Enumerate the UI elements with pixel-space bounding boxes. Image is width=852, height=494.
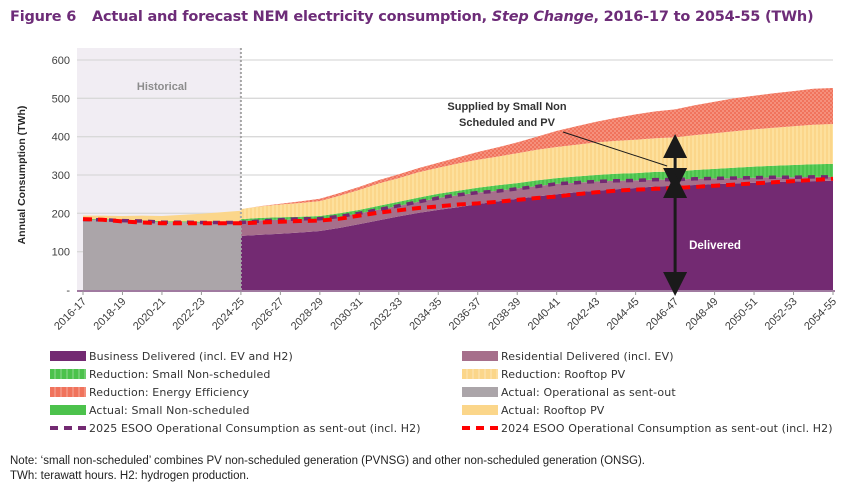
chart-note: Note: ‘small non-scheduled’ combines PV … xyxy=(10,454,645,484)
y-tick-label: 500 xyxy=(52,93,70,105)
area-actual-operational-as-sent-out xyxy=(83,219,241,290)
legend-label: 2024 ESOO Operational Consumption as sen… xyxy=(501,421,833,435)
x-tick-label: 2050-51 xyxy=(723,296,760,333)
legend-swatch xyxy=(50,405,86,415)
legend-item: Business Delivered (incl. EV and H2) xyxy=(50,348,293,364)
legend-item: Residential Delivered (incl. EV) xyxy=(462,348,674,364)
supplied-label-line-2: Scheduled and PV xyxy=(459,117,556,129)
legend-label: Actual: Small Non-scheduled xyxy=(89,403,250,417)
x-tick-label: 2020-21 xyxy=(131,296,168,333)
x-tick-label: 2026-27 xyxy=(249,296,286,333)
y-tick-label: 100 xyxy=(52,247,70,259)
legend-item: 2025 ESOO Operational Consumption as sen… xyxy=(50,420,421,436)
x-tick-label: 2016-17 xyxy=(52,296,89,333)
legend-swatch xyxy=(462,351,498,361)
delivered-label: Delivered xyxy=(689,240,741,252)
line-2024-esoo xyxy=(82,176,834,226)
legend-swatch xyxy=(462,387,498,397)
title-scenario: Step Change xyxy=(491,9,594,25)
legend-label: Residential Delivered (incl. EV) xyxy=(501,349,674,363)
x-tick-label: 2042-43 xyxy=(565,296,602,333)
area-reduction-energy-efficiency xyxy=(240,88,833,210)
y-tick-label: 400 xyxy=(52,132,70,144)
x-tick-label: 2046-47 xyxy=(644,296,681,333)
x-tick-label: 2018-19 xyxy=(92,296,129,333)
historical-label: Historical xyxy=(137,81,187,93)
title-text-2: , 2016-17 to 2054-55 (TWh) xyxy=(593,9,814,25)
consumption-chart: - 100 200 300 400 500 600 2016-17 2018-19 2020-21… xyxy=(16,48,839,333)
legend-swatch xyxy=(462,405,498,415)
legend-swatch xyxy=(50,351,86,361)
x-tick-label: 2022-23 xyxy=(171,296,208,333)
x-tick-label: 2034-35 xyxy=(407,296,444,333)
y-tick-label: 200 xyxy=(52,208,70,220)
supplied-label-line-1: Supplied by Small Non xyxy=(447,101,566,113)
legend-swatch xyxy=(50,369,86,379)
x-tick-label: 2052-53 xyxy=(763,296,800,333)
legend-label: Reduction: Energy Efficiency xyxy=(89,385,250,399)
x-tick-label: 2032-33 xyxy=(368,296,405,333)
x-tick-label: 2024-25 xyxy=(210,296,247,333)
x-tick-label: 2040-41 xyxy=(526,296,563,333)
line-2025-esoo xyxy=(82,175,833,225)
x-tick-label: 2036-37 xyxy=(447,296,484,333)
legend-dash-swatch xyxy=(50,426,86,430)
x-tick-label: 2054-55 xyxy=(802,296,839,333)
legend-item: 2024 ESOO Operational Consumption as sen… xyxy=(462,420,833,436)
legend-item: Actual: Rooftop PV xyxy=(462,402,604,418)
legend-item: Actual: Operational as sent-out xyxy=(462,384,676,400)
x-tick-label: 2030-31 xyxy=(328,296,365,333)
legend-item: Actual: Small Non-scheduled xyxy=(50,402,250,418)
y-tick-label: - xyxy=(66,285,70,297)
figure-title: Figure 6 Actual and forecast NEM electric… xyxy=(10,9,814,25)
y-tick-label: 300 xyxy=(52,170,70,182)
x-tick-label: 2038-39 xyxy=(486,296,523,333)
legend-item: Reduction: Small Non-scheduled xyxy=(50,366,270,382)
legend-label: Reduction: Small Non-scheduled xyxy=(89,367,271,381)
x-tick-label: 2048-49 xyxy=(684,296,721,333)
area-residential-delivered-incl-ev xyxy=(240,176,833,236)
annotation-leader-line xyxy=(562,131,668,167)
legend-swatch xyxy=(50,387,86,397)
note-line-2: TWh: terawatt hours. H2: hydrogen produc… xyxy=(10,470,250,482)
legend-label: Reduction: Rooftop PV xyxy=(501,367,626,381)
y-tick-label: 600 xyxy=(52,55,70,67)
legend-label: Business Delivered (incl. EV and H2) xyxy=(89,349,293,363)
title-text-1: Actual and forecast NEM electricity cons… xyxy=(92,9,492,25)
legend-dash-swatch xyxy=(462,426,498,430)
legend-label: Actual: Operational as sent-out xyxy=(501,385,676,399)
figure-label: Figure 6 xyxy=(10,9,77,25)
legend-label: Actual: Rooftop PV xyxy=(501,403,605,417)
legend-item: Reduction: Energy Efficiency xyxy=(50,384,249,400)
legend-swatch xyxy=(462,369,498,379)
y-axis-label: Annual Consumption (TWh) xyxy=(16,106,28,245)
legend-item: Reduction: Rooftop PV xyxy=(462,366,625,382)
x-tick-label: 2028-29 xyxy=(289,296,326,333)
legend-label: 2025 ESOO Operational Consumption as sen… xyxy=(89,421,421,435)
note-line-1: Note: ‘small non-scheduled’ combines PV … xyxy=(10,455,645,467)
x-tick-label: 2044-45 xyxy=(605,296,642,333)
